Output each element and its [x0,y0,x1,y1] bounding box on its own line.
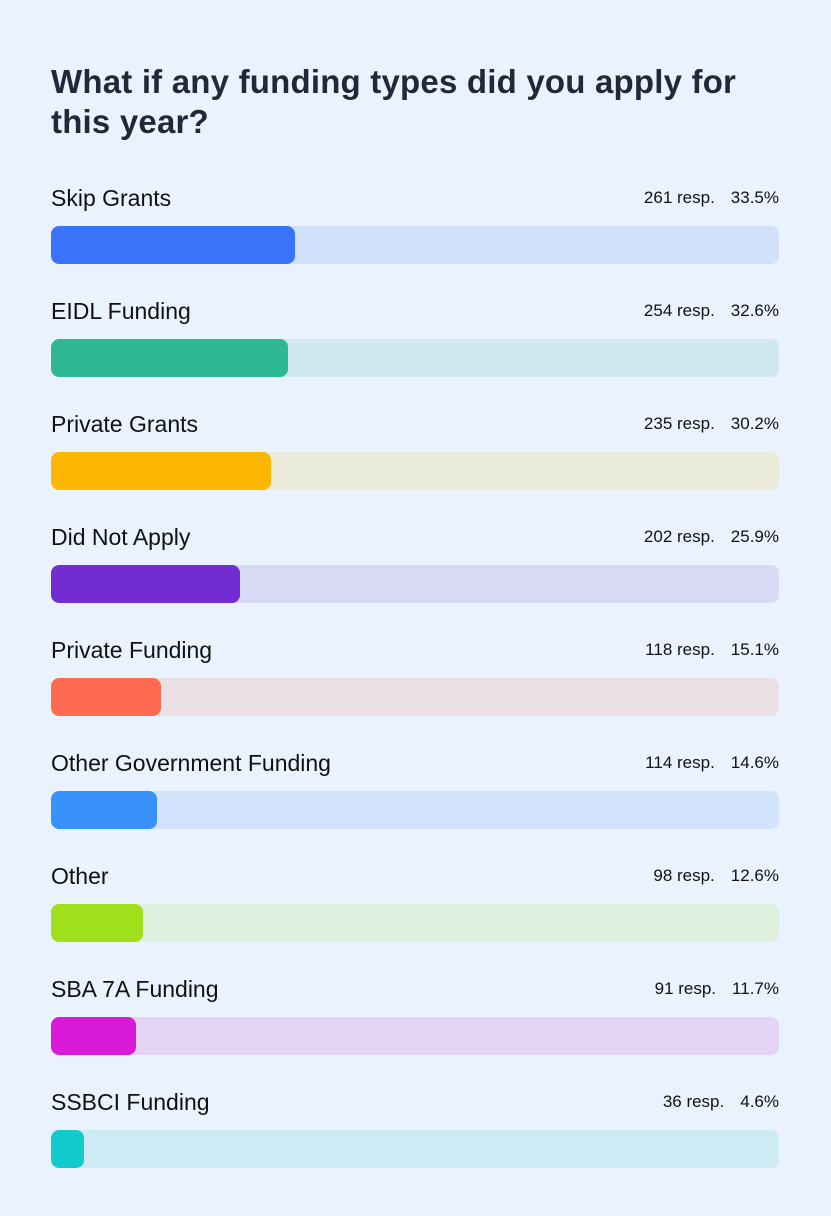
category-label: Private Funding [51,637,213,663]
category-label: Did Not Apply [51,524,191,550]
percent-label: 32.6% [730,301,779,320]
response-count: 254 resp. [643,301,715,320]
bar-row: SSBCI Funding 36 resp. 4.6% [51,1082,779,1195]
bar-row: SBA 7A Funding 91 resp. 11.7% [51,969,779,1082]
bar-row: Other 98 resp. 12.6% [51,856,779,969]
category-label: SSBCI Funding [51,1089,210,1115]
bar-track [51,791,779,829]
value-labels: 202 resp. 25.9% [644,525,779,549]
bar-fill [51,791,158,829]
response-count: 261 resp. [643,188,715,207]
bar-fill [51,904,143,942]
category-label: EIDL Funding [51,298,191,324]
response-count: 118 resp. [645,640,715,659]
percent-label: 4.6% [740,1092,779,1111]
value-labels: 98 resp. 12.6% [653,864,779,888]
bar-track [51,226,779,264]
bar-fill [51,226,295,264]
bar-track [51,1017,779,1055]
bar-fill [51,565,240,603]
bar-track [51,339,779,377]
bar-row: EIDL Funding 254 resp. 32.6% [51,291,779,404]
percent-label: 11.7% [732,979,779,998]
bar-track [51,678,779,716]
category-label: Other Government Funding [51,750,331,776]
response-count: 36 resp. [662,1092,725,1111]
bar-row: Private Grants 235 resp. 30.2% [51,404,779,517]
percent-label: 30.2% [730,414,779,433]
percent-label: 33.5% [730,188,779,207]
bar-list: Skip Grants 261 resp. 33.5% EIDL Funding … [51,178,779,1195]
percent-label: 15.1% [730,640,779,659]
category-label: Private Grants [51,411,198,437]
value-labels: 36 resp. 4.6% [663,1090,779,1114]
bar-fill [51,1130,85,1168]
bar-fill [51,1017,137,1055]
bar-fill [51,452,271,490]
bar-row: Skip Grants 261 resp. 33.5% [51,178,779,291]
category-label: Other [51,863,109,889]
value-labels: 235 resp. 30.2% [644,412,779,436]
response-count: 202 resp. [643,527,715,546]
percent-label: 12.6% [730,866,779,885]
value-labels: 91 resp. 11.7% [655,977,779,1001]
percent-label: 25.9% [730,527,779,546]
value-labels: 118 resp. 15.1% [645,638,779,662]
value-labels: 114 resp. 14.6% [645,751,779,775]
response-count: 98 resp. [653,866,715,885]
bar-fill [51,339,289,377]
bar-row: Did Not Apply 202 resp. 25.9% [51,517,779,630]
bar-track [51,1130,779,1168]
bar-row: Private Funding 118 resp. 15.1% [51,630,779,743]
bar-track [51,565,779,603]
bar-track [51,904,779,942]
response-count: 91 resp. [654,979,717,998]
response-count: 114 resp. [645,753,715,772]
category-label: SBA 7A Funding [51,976,219,1002]
chart-title: What if any funding types did you apply … [51,63,737,140]
category-label: Skip Grants [51,185,172,211]
value-labels: 254 resp. 32.6% [644,299,779,323]
bar-row: Other Government Funding 114 resp. 14.6% [51,743,779,856]
response-count: 235 resp. [643,414,715,433]
bar-track [51,452,779,490]
percent-label: 14.6% [730,753,779,772]
bar-fill [51,678,161,716]
value-labels: 261 resp. 33.5% [644,186,779,210]
